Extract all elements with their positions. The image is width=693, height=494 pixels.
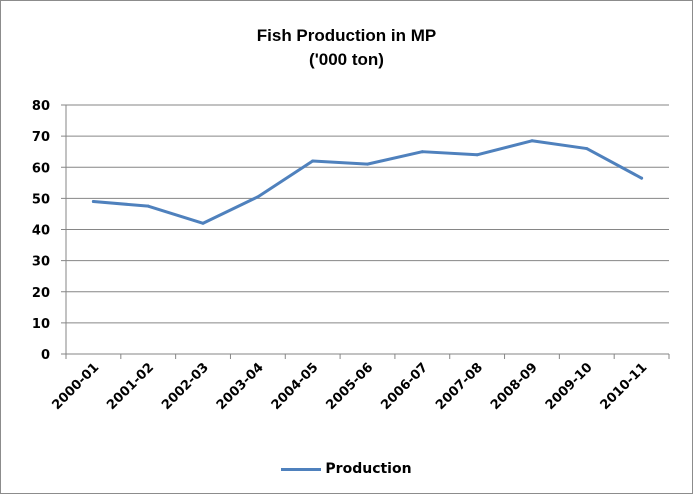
data-point (530, 139, 534, 143)
x-tick-label: 2006-07 (378, 360, 431, 413)
x-tick-label: 2009-10 (543, 360, 596, 413)
x-tick-label: 2002-03 (159, 360, 212, 413)
x-tick-label: 2005-06 (324, 360, 377, 413)
data-point (420, 150, 424, 154)
data-point (146, 204, 150, 208)
series-line-production (91, 139, 644, 225)
legend-label: Production (325, 461, 412, 477)
legend: Production (0, 461, 693, 477)
data-point (585, 147, 589, 151)
legend-swatch (281, 467, 322, 471)
y-tick-label: 80 (32, 99, 50, 114)
x-tick-label: 2001-02 (104, 360, 157, 413)
x-tick-label: 2010-11 (598, 360, 651, 413)
data-point (91, 199, 95, 203)
data-point (475, 153, 479, 157)
x-tick-label: 2003-04 (214, 360, 267, 413)
x-tick-label: 2008-09 (488, 360, 541, 413)
data-point (201, 221, 205, 225)
chart-title: Fish Production in MP (256, 26, 437, 45)
y-tick-label: 20 (32, 286, 50, 301)
y-tick-label: 60 (32, 161, 50, 176)
y-tick-label: 40 (32, 224, 50, 239)
data-point (256, 195, 260, 199)
data-point (366, 162, 369, 166)
y-tick-label: 0 (41, 348, 50, 363)
y-tick-label: 50 (32, 192, 50, 207)
data-point (311, 159, 315, 163)
chart-subtitle: ('000 ton) (309, 50, 384, 69)
y-tick-label: 70 (32, 130, 50, 145)
y-tick-label: 10 (32, 317, 50, 332)
data-point (640, 176, 644, 180)
x-tick-label: 2000-01 (49, 360, 102, 413)
y-tick-label: 30 (32, 255, 50, 270)
x-tick-label: 2007-08 (433, 360, 486, 413)
x-tick-label: 2004-05 (269, 360, 322, 413)
